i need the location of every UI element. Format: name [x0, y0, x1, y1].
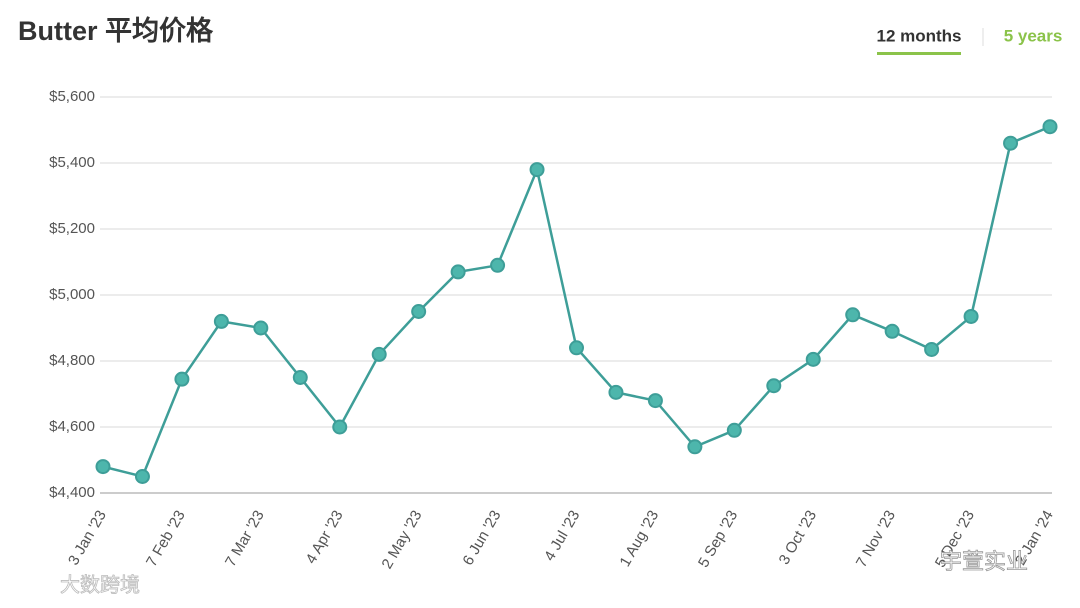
- x-tick-label: 7 Feb '23: [143, 507, 189, 569]
- point: [371, 346, 387, 362]
- y-tick-label: $4,400: [49, 484, 95, 501]
- plot: $4,400 $4,600 $4,800 $5,000 $5,200 $5,400 $5,6…: [49, 88, 1058, 572]
- x-tick-label: 7 Mar '23: [222, 507, 268, 569]
- y-tick-label: $5,200: [49, 220, 95, 237]
- x-tick-label: 2 May '23: [379, 507, 426, 571]
- y-tick-label: $4,800: [49, 352, 95, 369]
- point: [608, 384, 624, 400]
- point: [805, 351, 821, 367]
- y-tick-label: $5,000: [49, 286, 95, 303]
- watermark: 大数跨境: [60, 573, 140, 596]
- point: [253, 320, 269, 336]
- point: [332, 419, 348, 435]
- tab-underline: [877, 52, 961, 55]
- point: [924, 341, 940, 357]
- point: [95, 459, 111, 475]
- tab-12-months[interactable]: 12 months: [876, 26, 961, 45]
- x-tick-label: 7 Nov '23: [853, 507, 899, 570]
- point: [529, 162, 545, 178]
- point: [726, 422, 742, 438]
- point: [687, 439, 703, 455]
- point: [490, 257, 506, 273]
- point: [292, 370, 308, 385]
- chart-title: Butter 平均价格: [18, 16, 214, 46]
- x-tick-label: 3 Jan '23: [65, 507, 110, 568]
- y-tick-label: $4,600: [49, 418, 95, 435]
- point: [884, 323, 900, 339]
- x-tick-label: 4 Jul '23: [541, 507, 583, 563]
- point: [963, 308, 979, 324]
- point: [845, 307, 861, 323]
- x-tick-label: 4 Apr '23: [303, 507, 347, 566]
- point: [174, 371, 190, 387]
- x-tick-label: 1 Aug '23: [617, 507, 663, 569]
- point: [1003, 135, 1019, 151]
- point: [1042, 119, 1058, 135]
- point: [213, 313, 229, 329]
- y-tick-label: $5,600: [49, 88, 95, 105]
- watermark: 宇萱实业: [940, 549, 1028, 574]
- point: [134, 469, 150, 484]
- line: [102, 125, 1051, 478]
- point: [569, 340, 584, 356]
- point: [450, 264, 466, 280]
- point: [647, 393, 663, 409]
- point: [411, 304, 427, 319]
- y-tick-label: $5,400: [49, 154, 95, 171]
- x-tick-label: 6 Jun '23: [460, 507, 505, 568]
- tab-5-years[interactable]: 5 years: [1004, 26, 1063, 45]
- x-tick-label: 5 Sep '23: [695, 507, 741, 570]
- point: [766, 378, 782, 394]
- x-tick-label: 3 Oct '23: [776, 507, 821, 567]
